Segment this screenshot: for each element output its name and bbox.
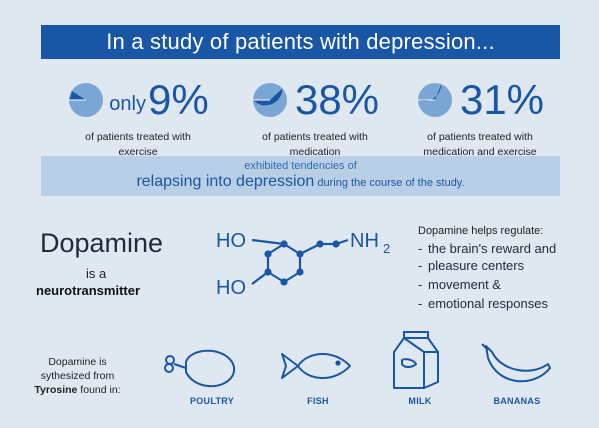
stat-caption: of patients treated with <box>85 131 191 143</box>
pie-slice <box>69 90 87 100</box>
food-label: FISH <box>307 396 329 406</box>
stat-value: 31% <box>459 76 545 123</box>
stat-caption: medication and exercise <box>423 146 537 158</box>
amine-label: NH <box>350 230 379 252</box>
stat-caption: of patients treated with <box>262 131 368 143</box>
stat-medication: 38% of patients treated with medication <box>225 72 405 160</box>
stat-caption: of patients treated with <box>427 131 533 143</box>
synthesis-found: found in: <box>77 384 121 396</box>
stat-prefix: only <box>109 92 146 115</box>
hydroxyl-top-label: HO <box>216 230 246 252</box>
hydroxyl-bottom-label: HO <box>216 277 246 299</box>
band-highlight: relapsing into depression <box>136 173 315 190</box>
stat-caption: medication <box>289 146 341 158</box>
dopamine-is-a: is a <box>86 266 107 281</box>
regulates-title: Dopamine helps regulate: <box>418 225 544 237</box>
dopamine-molecule-diagram: HO HO NH 2 <box>216 230 390 299</box>
list-item: the brain's reward and <box>418 240 556 257</box>
band-intro: exhibited tendencies of <box>244 160 357 172</box>
fish-icon <box>281 353 351 379</box>
title-banner: In a study of patients with depression..… <box>41 25 560 59</box>
amine-subscript: 2 <box>383 241 390 256</box>
synthesis-line: Dopamine is <box>48 356 107 368</box>
list-item: emotional responses <box>418 295 556 312</box>
list-item: movement & <box>418 276 556 293</box>
stat-medication-exercise: 31% of patients treated with medication … <box>390 72 570 160</box>
synthesis-line: sythesized from <box>40 370 115 382</box>
stat-value: 38% <box>294 76 380 123</box>
banana-icon <box>481 343 551 383</box>
band-rest: during the course of the study. <box>314 177 465 189</box>
food-label: BANANAS <box>493 396 541 406</box>
pie-chart-icon <box>252 83 287 117</box>
synthesis-note: Dopamine is sythesized from Tyrosine fou… <box>20 355 135 397</box>
banner-title: In a study of patients with depression..… <box>106 29 495 54</box>
regulates-list: the brain's reward and pleasure centers … <box>418 240 556 312</box>
stat-caption: exercise <box>118 146 158 158</box>
relapse-band: exhibited tendencies of relapsing into d… <box>41 156 560 196</box>
poultry-icon <box>164 349 235 388</box>
milk-carton-icon <box>393 331 439 389</box>
pie-chart-icon <box>69 83 104 117</box>
synthesis-tyrosine: Tyrosine <box>34 384 78 396</box>
list-item-text: pleasure centers <box>428 258 525 273</box>
pie-slice <box>252 88 283 106</box>
food-label: POULTRY <box>189 396 235 406</box>
pie-chart-icon <box>417 83 452 117</box>
list-item-continuation: pleasure centers <box>418 257 556 274</box>
dopamine-title: Dopamine <box>40 228 164 258</box>
stat-value: 9% <box>148 76 209 123</box>
stat-exercise: only 9% of patients treated with exercis… <box>48 72 228 160</box>
dopamine-neurotransmitter: neurotransmitter <box>36 283 141 298</box>
food-label: MILK <box>408 396 432 406</box>
